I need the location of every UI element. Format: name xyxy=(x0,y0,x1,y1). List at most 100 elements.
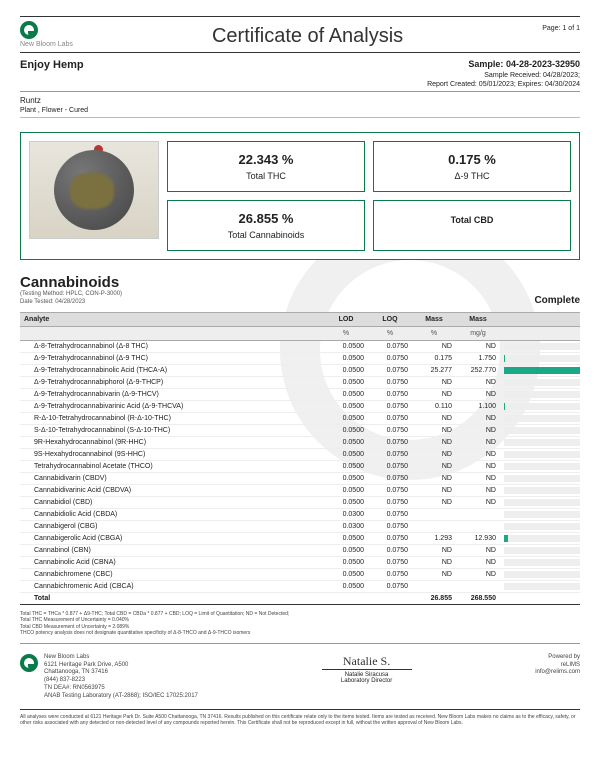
section-title: Cannabinoids xyxy=(20,274,122,291)
sample-dish xyxy=(54,150,134,230)
analyte-pct: 25.277 xyxy=(412,364,456,376)
summary-metrics: 22.343 %Total THC0.175 %Δ-9 THC26.855 %T… xyxy=(20,132,580,260)
footer-logo-icon xyxy=(20,654,38,672)
analyte-name: Δ-9-Tetrahydrocannabinolic Acid (THCA-A) xyxy=(20,364,324,376)
analyte-pct: ND xyxy=(412,448,456,460)
product-block: Runtz Plant , Flower - Cured xyxy=(20,92,580,118)
section-date: Date Tested: 04/28/2023 xyxy=(20,299,122,306)
analyte-bar xyxy=(500,556,580,568)
analyte-mgg: ND xyxy=(456,340,500,352)
analyte-bar xyxy=(500,544,580,556)
metric-cell-2: 26.855 %Total Cannabinoids xyxy=(167,200,365,251)
analyte-name: Cannabichromenic Acid (CBCA) xyxy=(20,580,324,592)
analyte-row: Cannabinol (CBN)0.05000.0750NDND xyxy=(20,544,580,556)
analyte-bar xyxy=(500,340,580,352)
analyte-row: Cannabidivarin (CBDV)0.05000.0750NDND xyxy=(20,472,580,484)
analyte-row: Cannabidiolic Acid (CBDA)0.03000.0750 xyxy=(20,508,580,520)
analyte-row: 9R-Hexahydrocannabinol (9R-HHC)0.05000.0… xyxy=(20,436,580,448)
company-name: New Bloom Labs xyxy=(20,41,73,48)
analyte-bar xyxy=(500,472,580,484)
analyte-lod: 0.0500 xyxy=(324,364,368,376)
analyte-name: Cannabidiol (CBD) xyxy=(20,496,324,508)
analyte-pct: 1.293 xyxy=(412,532,456,544)
page-number: Page: 1 of 1 xyxy=(542,21,580,32)
analyte-lod: 0.0500 xyxy=(324,340,368,352)
total-mgg: 268.550 xyxy=(456,592,500,604)
metric-cell-1: 0.175 %Δ-9 THC xyxy=(373,141,571,192)
analyte-loq: 0.0750 xyxy=(368,556,412,568)
analyte-row: Δ-9-Tetrahydrocannabivarin (Δ-9-THCV)0.0… xyxy=(20,388,580,400)
signature-block: Natalie S. Natalie Siracusa Laboratory D… xyxy=(322,654,412,684)
product-name: Runtz xyxy=(20,96,580,106)
analyte-row: Cannabigerolic Acid (CBGA)0.05000.07501.… xyxy=(20,532,580,544)
analyte-bar xyxy=(500,376,580,388)
analyte-lod: 0.0500 xyxy=(324,436,368,448)
analyte-name: Δ-8-Tetrahydrocannabinol (Δ-8 THC) xyxy=(20,340,324,352)
document-title: Certificate of Analysis xyxy=(73,21,542,48)
analyte-mgg: ND xyxy=(456,472,500,484)
analyte-pct: ND xyxy=(412,544,456,556)
analyte-lod: 0.0500 xyxy=(324,424,368,436)
analyte-row: 9S-Hexahydrocannabinol (9S-HHC)0.05000.0… xyxy=(20,448,580,460)
analyte-pct xyxy=(412,580,456,592)
analyte-lod: 0.0500 xyxy=(324,496,368,508)
report-created: Report Created: 05/01/2023; Expires: 04/… xyxy=(427,80,580,89)
analyte-loq: 0.0750 xyxy=(368,448,412,460)
analyte-bar xyxy=(500,484,580,496)
analyte-mgg: 1.750 xyxy=(456,352,500,364)
analyte-mgg xyxy=(456,580,500,592)
analyte-loq: 0.0750 xyxy=(368,568,412,580)
analyte-loq: 0.0750 xyxy=(368,436,412,448)
analyte-mgg: 1.100 xyxy=(456,400,500,412)
analyte-name: Cannabigerol (CBG) xyxy=(20,520,324,532)
product-type: Plant , Flower - Cured xyxy=(20,106,580,115)
col-subheader: % xyxy=(368,326,412,340)
metric-value: Total CBD xyxy=(378,215,566,225)
analyte-lod: 0.0500 xyxy=(324,376,368,388)
analyte-name: Cannabinol (CBN) xyxy=(20,544,324,556)
analyte-loq: 0.0750 xyxy=(368,376,412,388)
metric-label: Total THC xyxy=(172,171,360,181)
powered-by: Powered by reLIMS info@relims.com xyxy=(535,654,580,677)
analyte-bar xyxy=(500,424,580,436)
analyte-row: Δ-9-Tetrahydrocannabivarinic Acid (Δ-9-T… xyxy=(20,400,580,412)
analyte-name: Cannabidivarinic Acid (CBDVA) xyxy=(20,484,324,496)
analyte-loq: 0.0750 xyxy=(368,352,412,364)
analyte-mgg: ND xyxy=(456,544,500,556)
analyte-table: AnalyteLODLOQMassMass %%%mg/g Δ-8-Tetrah… xyxy=(20,312,580,605)
analyte-row: Δ-9-Tetrahydrocannabinol (Δ-9 THC)0.0500… xyxy=(20,352,580,364)
analyte-loq: 0.0750 xyxy=(368,484,412,496)
disclaimer: All analyses were conducted at 6121 Heri… xyxy=(20,709,580,727)
col-header: Mass xyxy=(412,312,456,326)
col-subheader xyxy=(500,326,580,340)
analyte-bar xyxy=(500,412,580,424)
analyte-loq: 0.0750 xyxy=(368,460,412,472)
analyte-bar xyxy=(500,460,580,472)
analyte-name: 9R-Hexahydrocannabinol (9R-HHC) xyxy=(20,436,324,448)
analyte-name: Cannabinolic Acid (CBNA) xyxy=(20,556,324,568)
analyte-mgg xyxy=(456,508,500,520)
analyte-pct: ND xyxy=(412,436,456,448)
analyte-bar xyxy=(500,388,580,400)
footnotes: Total THC = THCa * 0.877 + Δ9-THC; Total… xyxy=(20,611,580,644)
powered-label: Powered by xyxy=(535,654,580,662)
footer: New Bloom Labs 6121 Heritage Park Drive,… xyxy=(20,654,580,701)
analyte-loq: 0.0750 xyxy=(368,508,412,520)
analyte-loq: 0.0750 xyxy=(368,472,412,484)
header: New Bloom Labs Certificate of Analysis P… xyxy=(20,16,580,53)
analyte-name: Δ-9-Tetrahydrocannabivarinic Acid (Δ-9-T… xyxy=(20,400,324,412)
analyte-lod: 0.0500 xyxy=(324,448,368,460)
analyte-row: Cannabichromene (CBC)0.05000.0750NDND xyxy=(20,568,580,580)
col-subheader: % xyxy=(324,326,368,340)
analyte-mgg xyxy=(456,520,500,532)
footer-addr-1: New Bloom Labs xyxy=(44,654,198,662)
analyte-bar xyxy=(500,580,580,592)
analyte-name: 9S-Hexahydrocannabinol (9S-HHC) xyxy=(20,448,324,460)
sample-id: 04-28-2023-32950 xyxy=(506,59,580,69)
analyte-loq: 0.0750 xyxy=(368,580,412,592)
sample-received: Sample Received: 04/28/2023; xyxy=(427,71,580,80)
col-header: Analyte xyxy=(20,312,324,326)
analyte-pct: ND xyxy=(412,460,456,472)
analyte-mgg: ND xyxy=(456,496,500,508)
analyte-pct: 0.175 xyxy=(412,352,456,364)
